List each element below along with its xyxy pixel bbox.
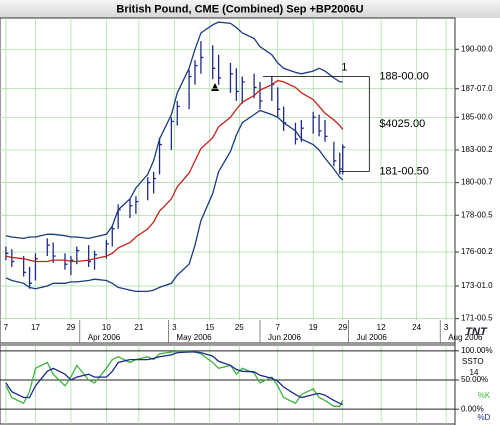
indicator-name: SSTO xyxy=(462,357,484,366)
annotation: 1 xyxy=(341,61,347,73)
price-panel xyxy=(0,17,456,344)
x-tick-label: 24 xyxy=(412,323,421,332)
y-tick-label: 178-00.5 xyxy=(461,210,493,219)
x-tick-label: 25 xyxy=(235,323,244,332)
x-tick-label: 12 xyxy=(377,323,386,332)
x-tick-label: 10 xyxy=(102,323,111,332)
y-tick-label: 183-00.2 xyxy=(461,145,493,154)
x-tick-label: 21 xyxy=(134,323,143,332)
y-tick-label: 176-00.2 xyxy=(461,247,493,256)
x-tick-label: 29 xyxy=(66,323,75,332)
y-tick-label: 173-01.0 xyxy=(461,281,493,290)
annotation: 188-00.00 xyxy=(379,70,429,82)
line-series xyxy=(5,79,344,263)
grid xyxy=(0,18,455,424)
month-label: May 2006 xyxy=(176,333,212,342)
legend-entry: %D xyxy=(478,413,491,422)
y-tick-label: 0.00% xyxy=(461,404,484,413)
y-tick-label: 100.00% xyxy=(461,346,493,355)
x-tick-label: 29 xyxy=(338,323,347,332)
title-bar xyxy=(0,0,500,18)
x-tick-label: 3 xyxy=(172,323,177,332)
y-tick-label: 185-00.0 xyxy=(461,112,493,121)
x-tick-label: 7 xyxy=(4,323,9,332)
y-tick-label: 190-00.0 xyxy=(461,44,493,53)
y-tick-label: 50.00% xyxy=(461,375,488,384)
indicator-period: 14 xyxy=(470,368,479,377)
line-series xyxy=(5,21,343,240)
x-tick-label: 7 xyxy=(276,323,281,332)
annotation: $4025.00 xyxy=(379,118,425,130)
y-tick-label: 180-00.7 xyxy=(461,178,493,187)
month-label: Jul 2006 xyxy=(357,333,388,342)
month-label: Jun 2006 xyxy=(268,333,301,342)
month-label: Aug 2006 xyxy=(448,333,483,342)
x-tick-label: 3 xyxy=(444,323,449,332)
x-tick-label: 17 xyxy=(31,323,40,332)
annotation: 181-00.50 xyxy=(379,165,429,177)
x-tick-label: 15 xyxy=(205,323,214,332)
line-series xyxy=(5,351,343,406)
line-series xyxy=(5,350,344,407)
chart-title: British Pound, CME (Combined) Sep +BP200… xyxy=(116,3,363,15)
oscillator-panel xyxy=(0,344,456,425)
y-tick-label: 171-00.5 xyxy=(461,314,493,323)
x-tick-label: 19 xyxy=(309,323,318,332)
y-tick-label: 187-07.0 xyxy=(461,84,493,93)
legend-entry: %K xyxy=(478,391,491,400)
logo: TNT xyxy=(465,326,488,338)
line-series xyxy=(5,109,344,293)
month-label: Apr 2006 xyxy=(88,333,121,342)
